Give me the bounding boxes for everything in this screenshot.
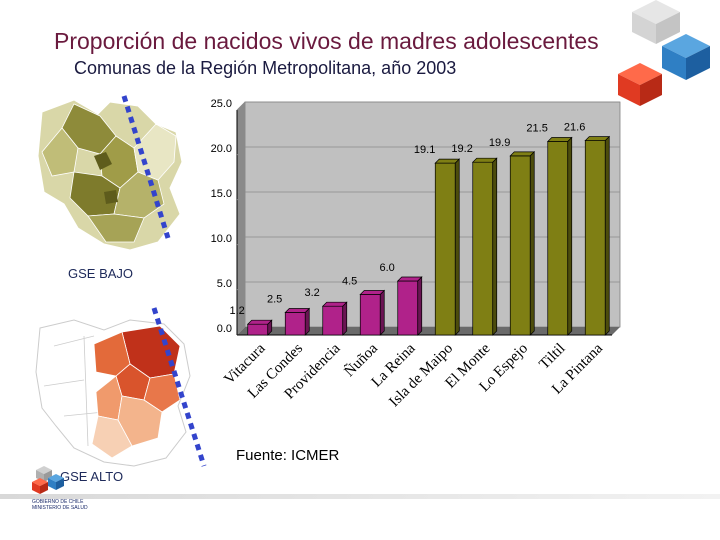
bar-side: [417, 276, 423, 336]
dashed-divider-bottom: [151, 307, 207, 467]
bar-front: [584, 140, 606, 336]
bar: [509, 151, 536, 336]
gse-bajo-label: GSE BAJO: [68, 266, 134, 281]
bar: [584, 135, 611, 336]
chart-side-wall: [237, 102, 245, 335]
comunas-map-bajo: [37, 99, 183, 251]
comunas-map-alto: [35, 319, 191, 467]
bar-side: [567, 136, 573, 336]
bar-front: [434, 162, 456, 336]
bar-value-label: 21.5: [526, 123, 547, 135]
page-subtitle: Comunas de la Región Metropolitana, año …: [74, 58, 457, 78]
gov-line-2: MINISTERIO DE SALUD: [32, 505, 88, 511]
bar: [321, 301, 348, 336]
bar-front: [247, 323, 269, 336]
government-logo-icon: [32, 466, 64, 494]
bar-value-label: 1.2: [229, 305, 244, 317]
bar-front: [322, 305, 344, 336]
bar-side: [342, 301, 348, 336]
y-tick-label: 0.0: [217, 323, 232, 335]
bar-value-label: 19.1: [414, 144, 435, 156]
bar-value-label: 19.9: [489, 137, 510, 149]
bar-side: [529, 151, 535, 336]
bar-side: [304, 307, 310, 336]
bar-front: [509, 155, 531, 336]
bar: [546, 136, 573, 336]
y-tick-label: 10.0: [211, 233, 232, 245]
bar-value-label: 6.0: [379, 262, 394, 274]
y-tick-label: 15.0: [211, 188, 232, 200]
government-caption: GOBIERNO DE CHILE MINISTERIO DE SALUD: [32, 499, 88, 511]
gov-line-1: GOBIERNO DE CHILE: [32, 499, 84, 505]
dashed-divider-top: [121, 95, 171, 239]
bar-side: [454, 158, 460, 336]
y-tick-label: 20.0: [211, 143, 232, 155]
y-tick-label: 5.0: [217, 278, 232, 290]
footer-divider: [0, 494, 720, 499]
source-note: Fuente: ICMER: [236, 447, 340, 464]
gse-alto-label: GSE ALTO: [60, 469, 124, 484]
bar: [284, 307, 311, 336]
bar-value-label: 2.5: [267, 294, 282, 306]
bar-side: [604, 135, 610, 336]
bar: [471, 157, 498, 336]
bar-value-label: 21.6: [564, 122, 585, 134]
gridline: [236, 101, 620, 111]
bar-value-label: 3.2: [304, 287, 319, 299]
bar-front: [547, 141, 569, 336]
bar-front: [472, 161, 494, 336]
bar-side: [267, 319, 273, 336]
bar-value-label: 19.2: [451, 143, 472, 155]
cube-logo-icon: [618, 0, 710, 106]
bar: [359, 289, 386, 336]
bar: [434, 158, 461, 336]
bar-front: [397, 280, 419, 336]
bar: [396, 276, 423, 336]
bar-front: [359, 294, 381, 336]
bar-front: [284, 312, 306, 336]
bar-side: [379, 289, 385, 336]
y-tick-label: 25.0: [211, 98, 232, 110]
bar-side: [492, 157, 498, 336]
x-tick-label: Tiltil: [536, 341, 568, 373]
bar-value-label: 4.5: [342, 276, 357, 288]
gridline: [236, 146, 620, 156]
bar: [246, 319, 273, 336]
page-title: Proporción de nacidos vivos de madres ad…: [54, 28, 599, 54]
